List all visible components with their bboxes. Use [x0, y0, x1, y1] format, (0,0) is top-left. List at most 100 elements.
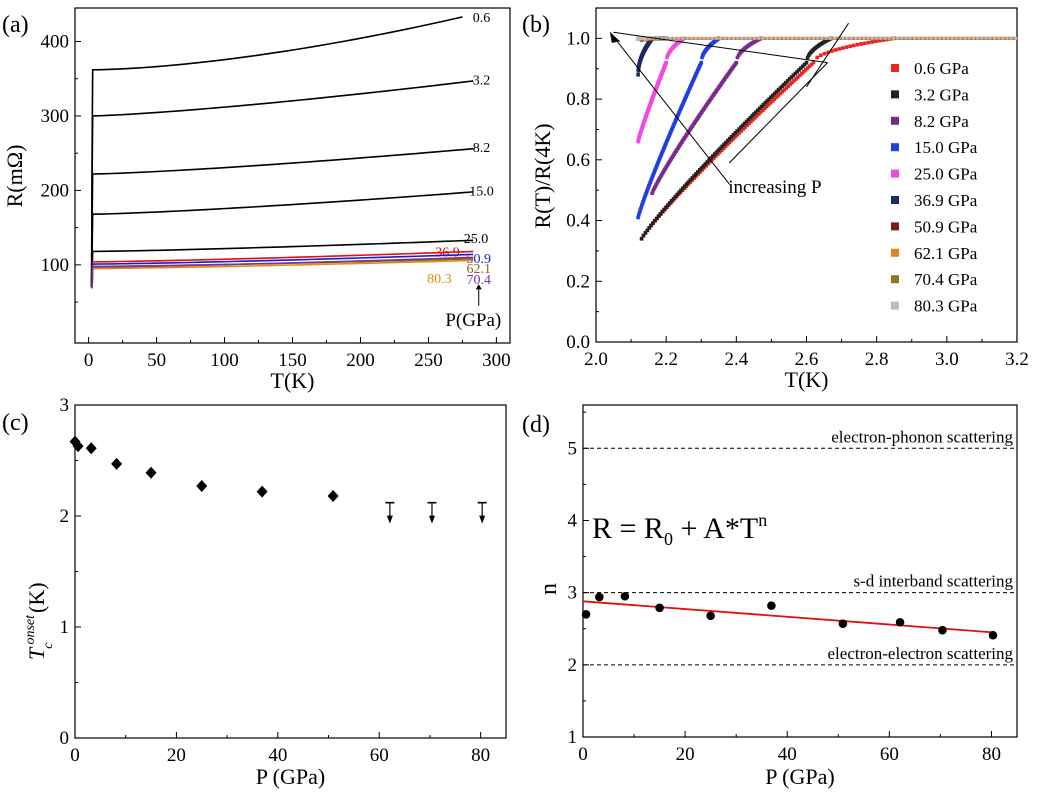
x-tick-label: 80 — [982, 744, 1001, 765]
data-point — [904, 36, 908, 40]
data-point — [798, 73, 802, 78]
data-point — [866, 40, 871, 45]
data-point — [663, 36, 667, 40]
y-axis-title-main: T — [24, 646, 49, 660]
data-point — [848, 36, 852, 40]
data-point — [831, 36, 835, 40]
data-point — [761, 36, 765, 40]
legend-swatch — [891, 169, 899, 178]
data-point — [890, 36, 894, 40]
data-point — [641, 199, 645, 204]
data-point — [643, 231, 648, 235]
data-point — [85, 442, 97, 455]
data-point — [708, 160, 712, 164]
data-point — [924, 36, 928, 40]
data-point — [774, 36, 778, 40]
data-point — [639, 203, 644, 208]
data-point — [729, 138, 734, 143]
data-point — [648, 180, 653, 185]
data-point — [938, 625, 947, 635]
data-point — [844, 45, 849, 49]
legend-swatch — [891, 116, 899, 125]
equation-sup: n — [758, 510, 767, 530]
data-point — [874, 39, 878, 44]
arrow-shaft-hidden — [613, 31, 828, 64]
data-point — [976, 36, 980, 40]
data-point — [749, 119, 753, 124]
data-point — [196, 480, 208, 493]
data-point — [781, 36, 785, 40]
data-point — [812, 36, 815, 40]
data-point — [652, 169, 657, 174]
y-tick-label: 1 — [568, 727, 578, 748]
data-point — [828, 36, 832, 40]
data-point — [709, 36, 713, 40]
data-point — [782, 36, 786, 40]
data-point — [801, 69, 806, 74]
series-line — [90, 259, 474, 289]
data-point — [800, 64, 805, 69]
legend-label: 25.0 GPa — [914, 165, 978, 184]
data-point — [735, 55, 740, 60]
data-point — [761, 102, 766, 107]
data-point — [679, 188, 683, 193]
y-axis-title-sub: c — [41, 642, 56, 649]
data-point — [705, 160, 709, 164]
data-point — [729, 134, 734, 139]
data-point — [677, 36, 681, 40]
data-point — [782, 88, 787, 92]
data-point — [798, 36, 801, 40]
data-point — [643, 36, 647, 40]
upper-limit-arrow — [386, 515, 393, 524]
data-point — [700, 168, 704, 172]
data-point — [739, 125, 743, 129]
data-point — [784, 86, 788, 90]
data-point — [770, 99, 775, 103]
data-point — [1000, 36, 1003, 40]
data-point — [953, 36, 957, 40]
data-point — [642, 195, 647, 200]
data-point — [894, 36, 898, 40]
data-point — [984, 36, 988, 40]
data-point — [855, 42, 860, 47]
data-point — [644, 191, 648, 196]
data-point — [848, 44, 852, 49]
reference-line-label: s-d interband scattering — [853, 572, 1013, 591]
data-point — [701, 36, 705, 40]
series-label: 0.6 — [473, 11, 491, 26]
data-point — [911, 36, 915, 40]
data-point — [145, 466, 157, 479]
data-point — [639, 236, 644, 241]
reference-line-label: electron-electron scattering — [828, 644, 1014, 663]
data-point — [723, 144, 728, 149]
data-point — [1014, 36, 1017, 40]
data-point — [803, 68, 808, 72]
data-point — [720, 144, 724, 149]
panel-d: (d) 0 20 40 60 80 1 2 3 4 5 P (GPa) n electron-phonon… — [522, 404, 1018, 789]
data-point — [732, 36, 735, 40]
data-point — [697, 168, 702, 172]
data-point — [879, 36, 883, 40]
data-point — [671, 36, 675, 40]
data-point — [858, 36, 862, 40]
data-point — [974, 36, 978, 40]
data-point — [941, 36, 945, 40]
data-point — [690, 176, 695, 180]
x-tick-label: 60 — [880, 744, 899, 765]
data-point — [747, 121, 751, 126]
data-point — [650, 174, 655, 179]
data-point — [734, 36, 738, 40]
data-point — [765, 99, 769, 103]
series-line — [90, 191, 474, 288]
data-point — [896, 36, 900, 40]
data-point — [763, 101, 768, 105]
data-point — [870, 40, 875, 44]
data-point — [688, 36, 692, 40]
data-point — [752, 112, 756, 116]
data-point — [1009, 36, 1013, 40]
panel-d-frame — [582, 404, 1018, 738]
x-tick-label: 300 — [482, 350, 511, 371]
y-tick-label: 3 — [568, 583, 578, 604]
data-point — [742, 121, 747, 126]
y-tick-label: 100 — [41, 255, 70, 276]
